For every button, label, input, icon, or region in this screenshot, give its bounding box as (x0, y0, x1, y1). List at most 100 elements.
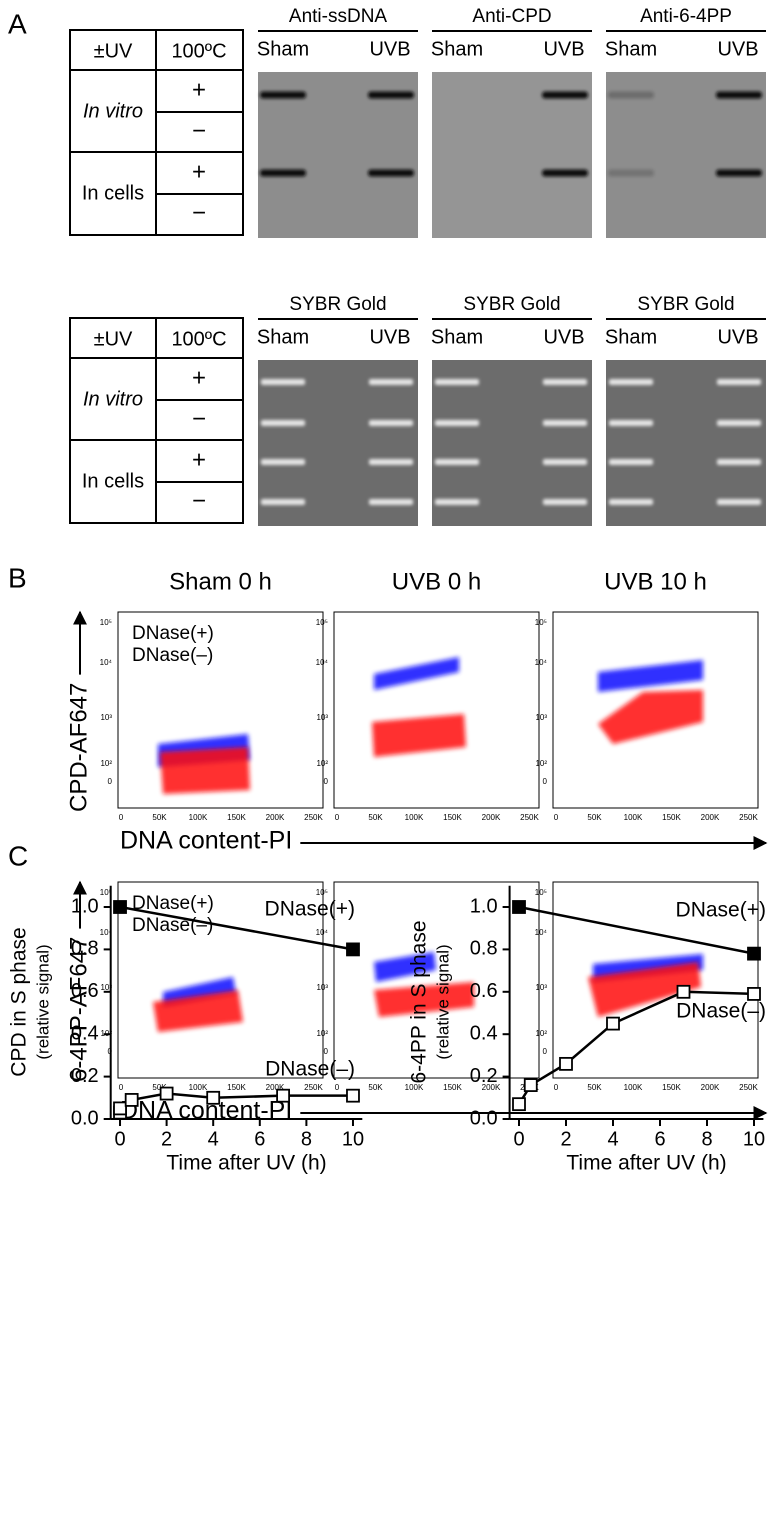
x-tick-label: 8 (301, 1128, 312, 1150)
y-tick-label: 10² (316, 1029, 328, 1038)
y-tick-label: 0.0 (470, 1107, 498, 1129)
x-tick-label: 50K (152, 813, 167, 822)
y-axis-label: 6-4PP-AF647 (65, 937, 92, 1082)
y-tick-label: 0.6 (71, 980, 99, 1002)
y-tick-label: 10⁵ (535, 888, 547, 897)
band (608, 169, 654, 177)
x-tick-label: 0 (554, 1083, 559, 1092)
lane-label: Sham (431, 326, 483, 348)
blot-header: SYBR Gold (637, 294, 734, 315)
cell-cloud (588, 962, 701, 1017)
point-marker (206, 1090, 221, 1105)
panel-label: C (8, 840, 28, 871)
lane-label: UVB (543, 38, 584, 60)
x-tick-label: 50K (587, 1083, 602, 1092)
point-marker (676, 984, 691, 999)
point-marker (512, 1097, 526, 1112)
blot-header: SYBR Gold (463, 294, 560, 315)
row-label: − (192, 117, 206, 144)
y-tick-label: 10² (316, 759, 328, 768)
y-tick-label: 10⁴ (100, 928, 113, 937)
x-tick-label: 10 (743, 1128, 765, 1150)
point-marker (747, 946, 761, 961)
x-tick-label: 250K (304, 813, 323, 822)
legend-label: DNase(+) (132, 623, 214, 644)
column-title: UVB 0 h (392, 568, 481, 595)
table-header: 100ºC (171, 40, 226, 62)
band (435, 379, 479, 385)
band (608, 91, 654, 99)
row-label: + (192, 76, 206, 103)
band (609, 499, 653, 505)
x-tick-label: 8 (701, 1128, 712, 1150)
y-tick-label: 10² (535, 759, 547, 768)
band (435, 420, 479, 426)
band (368, 91, 414, 99)
point-marker (512, 900, 526, 914)
y-axis-sublabel: (relative signal) (433, 944, 452, 1059)
lane-label: Sham (257, 326, 309, 348)
lane-label: Sham (431, 38, 483, 60)
blot (432, 72, 592, 238)
row-label: + (192, 158, 206, 185)
lane-label: Sham (257, 38, 309, 60)
y-tick-label: 0.6 (470, 980, 498, 1002)
row-label: + (192, 364, 206, 391)
x-tick-label: 200K (701, 813, 720, 822)
y-axis-label: CPD-AF647 (65, 683, 92, 812)
point-marker (159, 1086, 174, 1101)
group-label: In vitro (83, 388, 143, 410)
y-tick-label: 0 (543, 777, 548, 786)
band (717, 379, 761, 385)
series-label: DNase(+) (676, 899, 766, 922)
plot-frame (333, 881, 540, 1079)
y-tick-label: 0.2 (71, 1065, 99, 1087)
y-tick-label: 10² (100, 759, 112, 768)
x-tick-label: 100K (405, 813, 424, 822)
y-tick-label: 10⁴ (100, 658, 113, 667)
x-tick-label: 100K (189, 813, 208, 822)
legend-label: DNase(–) (132, 645, 213, 666)
blot (432, 360, 592, 526)
y-axis-label: CPD in S phase (8, 927, 31, 1076)
band (435, 499, 479, 505)
y-tick-label: 10³ (535, 713, 547, 722)
band (261, 459, 305, 465)
point-marker (113, 900, 127, 914)
y-tick-label: 0.4 (470, 1022, 498, 1044)
y-tick-label: 1.0 (470, 895, 498, 917)
band (260, 91, 306, 99)
y-tick-label: 10² (535, 1029, 547, 1038)
y-tick-label: 0.0 (71, 1107, 99, 1129)
band (261, 379, 305, 385)
plot-frame (333, 611, 540, 809)
lane-label: Sham (605, 38, 657, 60)
x-tick-label: 0 (554, 813, 559, 822)
y-tick-label: 0.8 (71, 938, 99, 960)
band (609, 379, 653, 385)
band (260, 169, 306, 177)
x-tick-label: 250K (739, 813, 758, 822)
band (716, 169, 762, 177)
x-tick-label: 6 (654, 1128, 665, 1150)
x-tick-label: 150K (227, 813, 246, 822)
x-tick-label: 250K (520, 813, 539, 822)
y-tick-label: 10³ (316, 983, 328, 992)
x-tick-label: 0 (335, 1083, 340, 1092)
point-marker (523, 1078, 538, 1092)
cell-cloud (374, 657, 459, 690)
x-tick-label: 2 (560, 1128, 571, 1150)
legend-label: DNase(+) (132, 893, 214, 914)
x-tick-label: 0 (119, 813, 124, 822)
series-line (518, 905, 755, 955)
x-tick-label: 200K (266, 813, 285, 822)
series-line (119, 905, 354, 951)
point-marker (124, 1093, 139, 1107)
x-tick-label: 150K (662, 1083, 681, 1092)
band (261, 420, 305, 426)
y-tick-label: 0.2 (470, 1065, 498, 1087)
lane-label: UVB (369, 38, 410, 60)
table-header: 100ºC (171, 328, 226, 350)
band (369, 420, 413, 426)
